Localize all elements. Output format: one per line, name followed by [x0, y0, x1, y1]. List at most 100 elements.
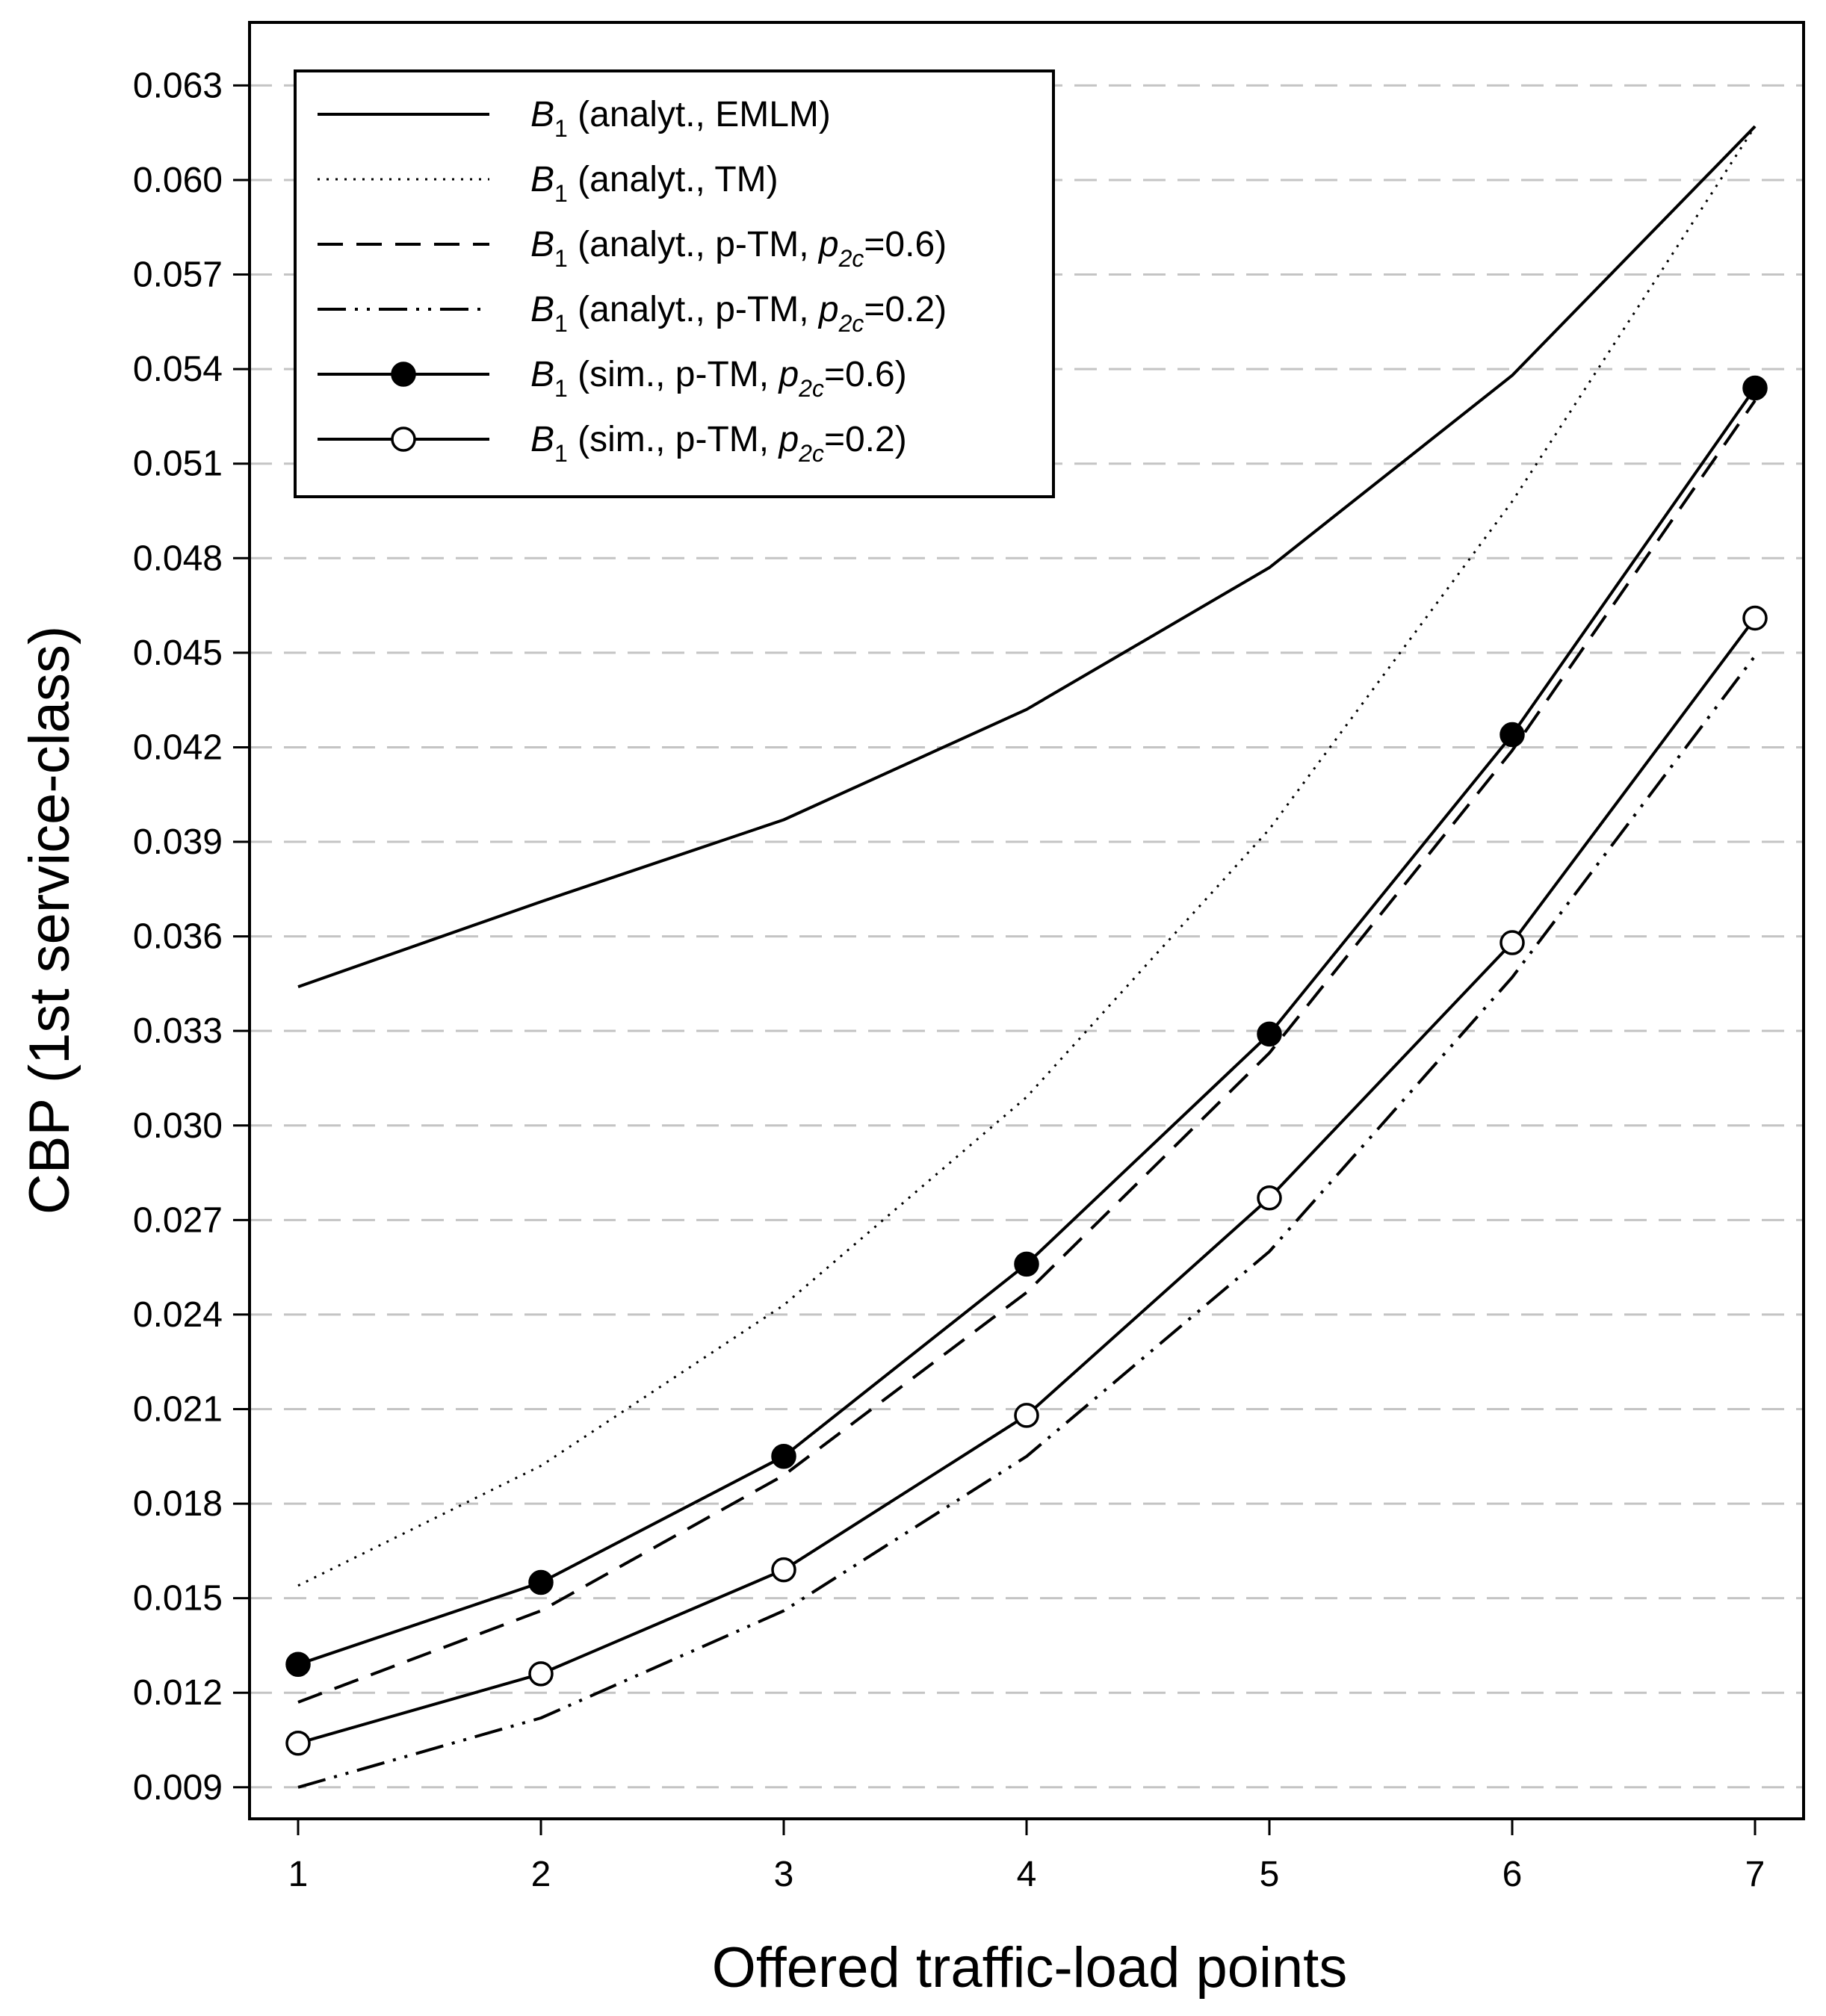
y-tick-label: 0.054: [133, 350, 223, 389]
legend-item-ptm02: B1 (analyt., p-TM, p2c=0.2): [318, 290, 947, 337]
series-line-ptm02: [297, 654, 1757, 1789]
y-axis-title: CBP (1st service-class): [18, 626, 81, 1215]
data-point-sim06: [1742, 375, 1768, 401]
legend-label-tm: B1 (analyt., TM): [530, 160, 779, 207]
legend-label-sim06: B1 (sim., p-TM, p2c=0.6): [530, 355, 907, 402]
series-group: [285, 125, 1768, 1789]
data-point-sim06: [528, 1569, 554, 1595]
y-tick-label: 0.024: [133, 1295, 223, 1335]
legend-text-pre: (analyt., p-TM,: [568, 225, 819, 264]
legend-text-post: =0.2): [824, 420, 907, 459]
data-point-sim06: [771, 1444, 796, 1469]
legend-text-sub: 1: [554, 440, 568, 467]
y-tick-label: 0.048: [133, 539, 223, 578]
data-point-sim02: [1500, 930, 1525, 955]
legend-text-post: =0.6): [824, 355, 907, 394]
legend-text-psub: 2c: [798, 375, 824, 402]
legend-text-p: p: [777, 355, 799, 394]
data-point-sim02: [1742, 605, 1768, 631]
x-tick-label: 1: [288, 1855, 309, 1894]
legend-text-sym: B: [530, 95, 554, 134]
legend-text-sub: 1: [554, 375, 568, 402]
x-tick-label: 3: [774, 1855, 794, 1894]
data-point-sim02: [1014, 1403, 1039, 1428]
y-tick-label: 0.009: [133, 1768, 223, 1808]
series-line-sim02: [297, 617, 1757, 1745]
legend-text-pre: (analyt., TM): [568, 160, 779, 199]
legend-text-p: p: [817, 225, 839, 264]
legend-label-ptm06: B1 (analyt., p-TM, p2c=0.6): [530, 225, 947, 272]
series-sim02: [285, 605, 1768, 1756]
legend: B1 (analyt., EMLM)B1 (analyt., TM)B1 (an…: [294, 69, 1055, 498]
legend-label-emlm: B1 (analyt., EMLM): [530, 95, 831, 142]
y-tick-label: 0.042: [133, 728, 223, 767]
legend-label-ptm02: B1 (analyt., p-TM, p2c=0.2): [530, 290, 947, 337]
data-point-sim06: [1257, 1021, 1282, 1047]
series-sim06: [285, 375, 1768, 1678]
data-point-sim02: [285, 1730, 311, 1756]
legend-item-ptm06: B1 (analyt., p-TM, p2c=0.6): [318, 225, 947, 272]
legend-text-sub: 1: [554, 115, 568, 142]
y-tick-label: 0.033: [133, 1011, 223, 1051]
y-tick-label: 0.027: [133, 1200, 223, 1240]
y-tick-label: 0.012: [133, 1673, 223, 1713]
legend-item-sim02: B1 (sim., p-TM, p2c=0.2): [318, 420, 907, 467]
y-tick-label: 0.051: [133, 444, 223, 484]
legend-box: [294, 69, 1055, 498]
legend-text-sym: B: [530, 160, 554, 199]
series-line-ptm06: [297, 400, 1757, 1704]
y-tick-label: 0.057: [133, 255, 223, 295]
axis-ticks: 0.009 0.012 0.015 0.018 0.021 0.024 0.027 0.030…: [133, 66, 1765, 1894]
legend-text-pre: (sim., p-TM,: [568, 420, 779, 459]
y-tick-label: 0.063: [133, 66, 223, 105]
legend-text-sym: B: [530, 225, 554, 264]
x-tick-label: 6: [1502, 1855, 1523, 1894]
legend-text-sub: 1: [554, 310, 568, 337]
legend-marker-sim02: [391, 427, 416, 452]
y-tick-label: 0.021: [133, 1389, 223, 1429]
series-emlm: [297, 125, 1757, 988]
data-point-sim06: [285, 1651, 311, 1678]
legend-text-p: p: [817, 290, 839, 329]
data-point-sim06: [1500, 722, 1525, 748]
series-line-tm: [297, 125, 1757, 1587]
y-tick-label: 0.015: [133, 1579, 223, 1619]
legend-item-sim06: B1 (sim., p-TM, p2c=0.6): [318, 355, 907, 402]
x-tick-label: 2: [531, 1855, 551, 1894]
legend-text-sym: B: [530, 420, 554, 459]
legend-text-sym: B: [530, 355, 554, 394]
legend-item-emlm: B1 (analyt., EMLM): [318, 95, 831, 142]
data-point-sim02: [1257, 1185, 1282, 1211]
legend-text-post: =0.2): [864, 290, 947, 329]
legend-text-pre: (analyt., p-TM,: [568, 290, 819, 329]
legend-text-psub: 2c: [838, 245, 864, 272]
x-tick-label: 5: [1260, 1855, 1280, 1894]
legend-text-post: =0.6): [864, 225, 947, 264]
y-tick-label: 0.060: [133, 161, 223, 200]
legend-marker-sim06: [391, 362, 416, 387]
legend-text-psub: 2c: [798, 440, 824, 467]
legend-label-sim02: B1 (sim., p-TM, p2c=0.2): [530, 420, 907, 467]
legend-text-psub: 2c: [838, 310, 864, 337]
y-tick-label: 0.045: [133, 633, 223, 673]
legend-item-tm: B1 (analyt., TM): [318, 160, 779, 207]
y-tick-label: 0.039: [133, 822, 223, 862]
y-tick-label: 0.018: [133, 1484, 223, 1524]
legend-text-sub: 1: [554, 180, 568, 207]
legend-text-pre: (sim., p-TM,: [568, 355, 779, 394]
x-tick-label: 7: [1745, 1855, 1765, 1894]
series-ptm06: [297, 400, 1757, 1704]
legend-text-sub: 1: [554, 245, 568, 272]
series-line-sim06: [297, 387, 1757, 1666]
series-ptm02: [297, 654, 1757, 1789]
data-point-sim06: [1014, 1251, 1039, 1277]
series-tm: [297, 125, 1757, 1587]
x-axis-title: Offered traffic-load points: [712, 1936, 1348, 2000]
legend-text-sym: B: [530, 290, 554, 329]
legend-text-p: p: [777, 420, 799, 459]
data-point-sim02: [528, 1661, 554, 1687]
y-tick-label: 0.030: [133, 1106, 223, 1146]
y-tick-label: 0.036: [133, 917, 223, 957]
x-tick-label: 4: [1017, 1855, 1037, 1894]
